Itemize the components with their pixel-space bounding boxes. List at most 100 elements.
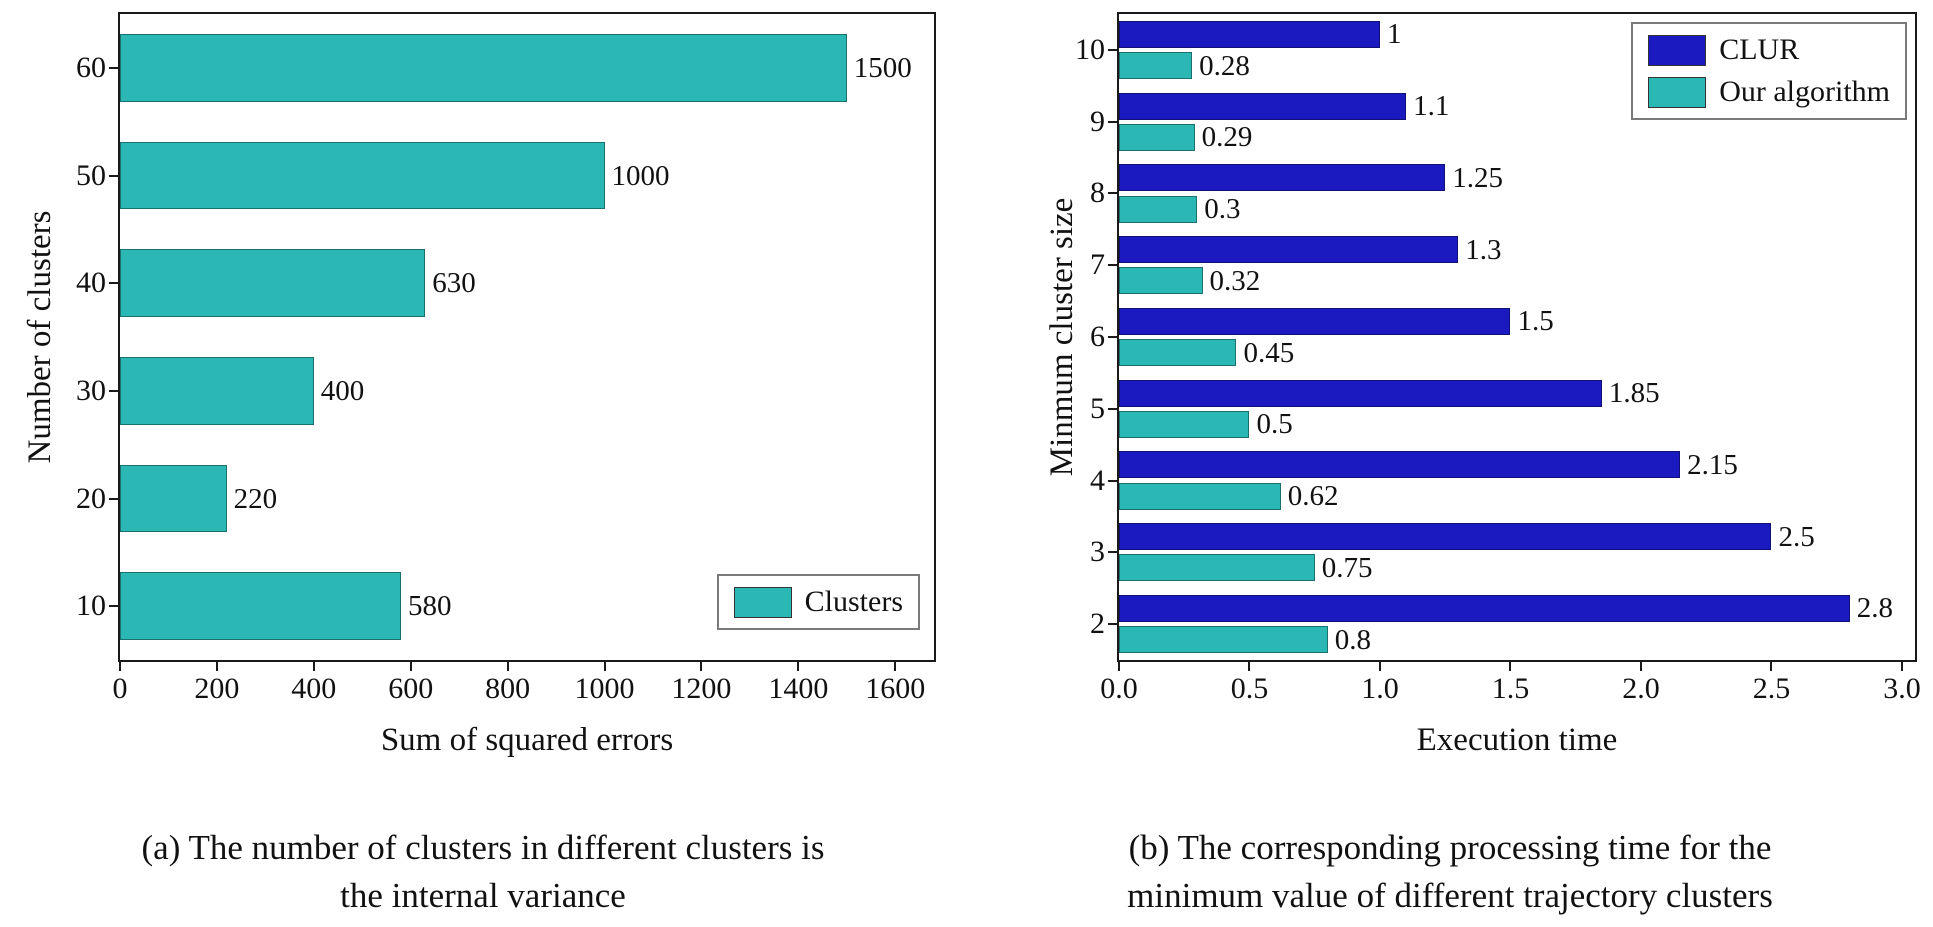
- x-tick: [119, 662, 121, 671]
- bar-clur-9: [1119, 92, 1407, 120]
- x-tick: [409, 662, 412, 671]
- bar-clusters-50: [120, 141, 605, 210]
- bar-value-label: 1500: [853, 51, 912, 84]
- x-tick: [1639, 662, 1642, 671]
- y-tick: [1108, 192, 1117, 195]
- caption-a: (a) The number of clusters in different …: [0, 824, 966, 920]
- legend-swatch-our-algorithm: [1648, 76, 1707, 108]
- y-tick-label: 9: [1090, 104, 1105, 138]
- bar-value-label: 0.62: [1287, 480, 1339, 513]
- legend-entry-clur: CLUR: [1648, 33, 1890, 67]
- bar-clur-6: [1119, 307, 1511, 335]
- y-tick: [1108, 48, 1117, 51]
- bar-value-label: 0.8: [1334, 623, 1372, 656]
- bar-clusters-40: [120, 249, 426, 318]
- legend-a: Clusters: [716, 574, 920, 630]
- caption-a-line-2: the internal variance: [340, 876, 626, 915]
- bar-value-label: 1.25: [1452, 161, 1503, 194]
- caption-b: (b) The corresponding processing time fo…: [967, 824, 1933, 920]
- bar-clur-3: [1119, 523, 1772, 551]
- chart-a: Number of clusters Clusters 1500 1000 630 4…: [0, 0, 966, 800]
- caption-b-line-1: (b) The corresponding processing time fo…: [1128, 828, 1772, 867]
- x-tick-label: 2.0: [1622, 672, 1660, 705]
- y-tick-label: 6: [1090, 320, 1105, 353]
- bar-clusters-60: [120, 33, 847, 102]
- y-tick: [109, 605, 118, 608]
- x-tick-label: 2.5: [1752, 672, 1791, 705]
- bar-value-label: 2.5: [1778, 520, 1815, 553]
- y-tick-label: 5: [1090, 391, 1105, 425]
- legend-label-our-algorithm: Our algorithm: [1719, 75, 1890, 108]
- legend-swatch-clur: [1648, 34, 1707, 66]
- bar-value-label: 1000: [611, 159, 670, 192]
- bar-value-label: 0.32: [1209, 264, 1261, 297]
- bar-clur-4: [1119, 451, 1681, 479]
- bar-value-label: 1.3: [1465, 233, 1502, 266]
- bar-value-label: 2.15: [1687, 448, 1738, 481]
- x-tick-label: 800: [485, 672, 531, 705]
- x-tick: [797, 662, 800, 671]
- bar-clusters-30: [120, 356, 314, 425]
- legend-label-clur: CLUR: [1719, 33, 1800, 66]
- y-tick-label: 10: [76, 589, 106, 623]
- x-tick: [1900, 662, 1903, 671]
- y-tick-label: 10: [1075, 32, 1105, 66]
- chart-b: Minmum cluster size CLUR Our algorithm 1…: [967, 0, 1933, 800]
- x-tick-label: 0.5: [1230, 672, 1269, 705]
- y-tick-label: 4: [1090, 463, 1105, 497]
- x-tick: [603, 662, 606, 671]
- x-tick-label: 400: [291, 672, 337, 705]
- x-tick: [1770, 662, 1773, 671]
- x-tick-label: 0: [112, 672, 128, 705]
- bar-value-label: 2.8: [1856, 592, 1893, 625]
- bar-our-algorithm-8: [1119, 195, 1198, 223]
- y-tick: [1108, 407, 1117, 410]
- x-tick-label: 1600: [865, 672, 926, 705]
- y-tick-label: 2: [1090, 607, 1105, 641]
- bar-our-algorithm-4: [1119, 482, 1281, 510]
- x-tick-label: 1200: [671, 672, 732, 705]
- y-tick-label: 40: [76, 266, 106, 300]
- x-tick: [1248, 662, 1251, 671]
- y-tick-label: 20: [76, 481, 106, 515]
- y-tick: [109, 497, 118, 500]
- y-tick: [1108, 120, 1117, 123]
- x-tick-label: 1.5: [1491, 672, 1530, 705]
- plot-area-a: Clusters 1500 1000 630 400 220 580: [118, 12, 936, 662]
- x-axis-label: Execution time: [1416, 722, 1618, 758]
- y-tick: [1108, 551, 1117, 554]
- y-tick-label: 50: [76, 158, 106, 192]
- bar-our-algorithm-9: [1119, 123, 1195, 151]
- x-tick-label: 3.0: [1883, 672, 1921, 705]
- bar-our-algorithm-7: [1119, 267, 1203, 295]
- legend-b: CLUR Our algorithm: [1631, 22, 1907, 120]
- bar-value-label: 630: [432, 267, 476, 300]
- bar-value-label: 0.45: [1243, 336, 1295, 369]
- y-tick: [1108, 479, 1117, 482]
- legend-entry-our-algorithm: Our algorithm: [1648, 75, 1890, 109]
- x-tick-label: 1400: [768, 672, 829, 705]
- x-tick: [1378, 662, 1381, 671]
- x-tick-label: 600: [388, 672, 434, 705]
- bar-value-label: 400: [320, 374, 365, 407]
- x-tick: [506, 662, 509, 671]
- x-tick-label: 1000: [574, 672, 635, 705]
- bar-clur-10: [1119, 20, 1380, 48]
- bar-clur-8: [1119, 164, 1446, 192]
- x-tick: [215, 662, 218, 671]
- bar-our-algorithm-2: [1119, 626, 1328, 654]
- x-tick: [700, 662, 703, 671]
- bar-value-label: 0.5: [1256, 408, 1293, 441]
- bar-clusters-10: [120, 572, 402, 641]
- caption-b-line-2: minimum value of different trajectory cl…: [1127, 876, 1773, 915]
- y-tick-label: 7: [1090, 248, 1105, 282]
- bar-value-label: 0.29: [1201, 121, 1253, 154]
- legend-entry-clusters: Clusters: [733, 585, 903, 619]
- bar-value-label: 1: [1386, 18, 1402, 51]
- bar-clusters-20: [120, 464, 227, 533]
- y-tick: [109, 282, 118, 285]
- bar-value-label: 0.3: [1204, 193, 1241, 226]
- y-tick: [109, 66, 118, 69]
- y-tick: [1108, 336, 1117, 338]
- bar-value-label: 1.5: [1517, 305, 1554, 338]
